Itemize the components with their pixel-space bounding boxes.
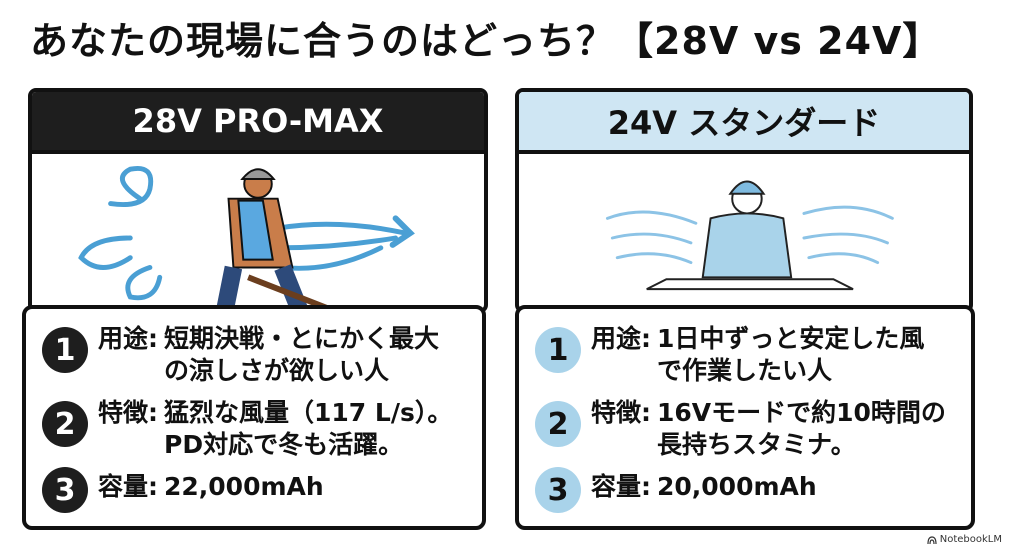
page-title: あなたの現場に合うのはどっち？【28V vs 24V】 [30, 19, 942, 63]
worker-at-desk-gentle-wind-icon [605, 180, 894, 291]
number-badge: 2 [535, 401, 581, 447]
item-label: 特徴: [98, 398, 158, 427]
list-item: 2 特徴: 猛烈な風量（117 L/s）。 PD対応で冬も活躍。 [42, 397, 482, 461]
item-text: 16Vモードで約10時間の 長持ちスタミナ。 [657, 397, 946, 461]
text-line: 長持ちスタミナ。 [657, 430, 856, 459]
card-24v: 24V スタンダード [515, 88, 973, 313]
info-box-28v: 1 用途: 短期決戦・とにかく最大 の涼しさが欲しい人 2 特徴: 猛烈な風量（1… [22, 305, 486, 530]
item-label: 容量: [98, 472, 158, 501]
text-line: 22,000mAh [164, 472, 324, 501]
item-label: 用途: [98, 324, 158, 353]
text-line: の涼しさが欲しい人 [164, 356, 390, 385]
list-item: 1 用途: 1日中ずっと安定した風 で作業したい人 [535, 323, 971, 387]
item-label: 用途: [591, 324, 651, 353]
item-label: 容量: [591, 472, 651, 501]
list-item: 1 用途: 短期決戦・とにかく最大 の涼しさが欲しい人 [42, 323, 482, 387]
card-header: 24V スタンダード [519, 92, 969, 154]
number-badge: 3 [535, 467, 581, 513]
text-line: 20,000mAh [657, 472, 817, 501]
notebooklm-logo-icon [927, 535, 937, 544]
item-text: 猛烈な風量（117 L/s）。 PD対応で冬も活躍。 [164, 397, 452, 461]
item-text: 短期決戦・とにかく最大 の涼しさが欲しい人 [164, 323, 439, 387]
number-badge: 1 [42, 327, 88, 373]
text-line: PD対応で冬も活躍。 [164, 430, 404, 459]
info-box-24v: 1 用途: 1日中ずっと安定した風 で作業したい人 2 特徴: 16Vモードで約1… [515, 305, 975, 530]
brand-text: NotebookLM [939, 534, 1002, 545]
number-badge: 2 [42, 401, 88, 447]
text-line: で作業したい人 [657, 356, 833, 385]
card-header: 28V PRO-MAX [32, 92, 484, 154]
item-label: 特徴: [591, 398, 651, 427]
text-line: 短期決戦・とにかく最大 [164, 324, 440, 353]
text-line: 1日中ずっと安定した風 [657, 324, 925, 353]
notebooklm-watermark: NotebookLM [927, 534, 1002, 545]
number-badge: 1 [535, 327, 581, 373]
list-item: 2 特徴: 16Vモードで約10時間の 長持ちスタミナ。 [535, 397, 971, 461]
item-text: 22,000mAh [164, 471, 324, 503]
item-text: 1日中ずっと安定した風 で作業したい人 [657, 323, 924, 387]
worker-with-powerful-wind-icon [78, 165, 415, 309]
item-text: 20,000mAh [657, 471, 817, 503]
list-item: 3 容量: 22,000mAh [42, 467, 482, 513]
card-28v: 28V PRO-MAX [28, 88, 488, 313]
text-line: 16Vモードで約10時間の [657, 398, 946, 427]
number-badge: 3 [42, 467, 88, 513]
text-line: 猛烈な風量（117 L/s）。 [164, 398, 453, 427]
list-item: 3 容量: 20,000mAh [535, 467, 971, 513]
